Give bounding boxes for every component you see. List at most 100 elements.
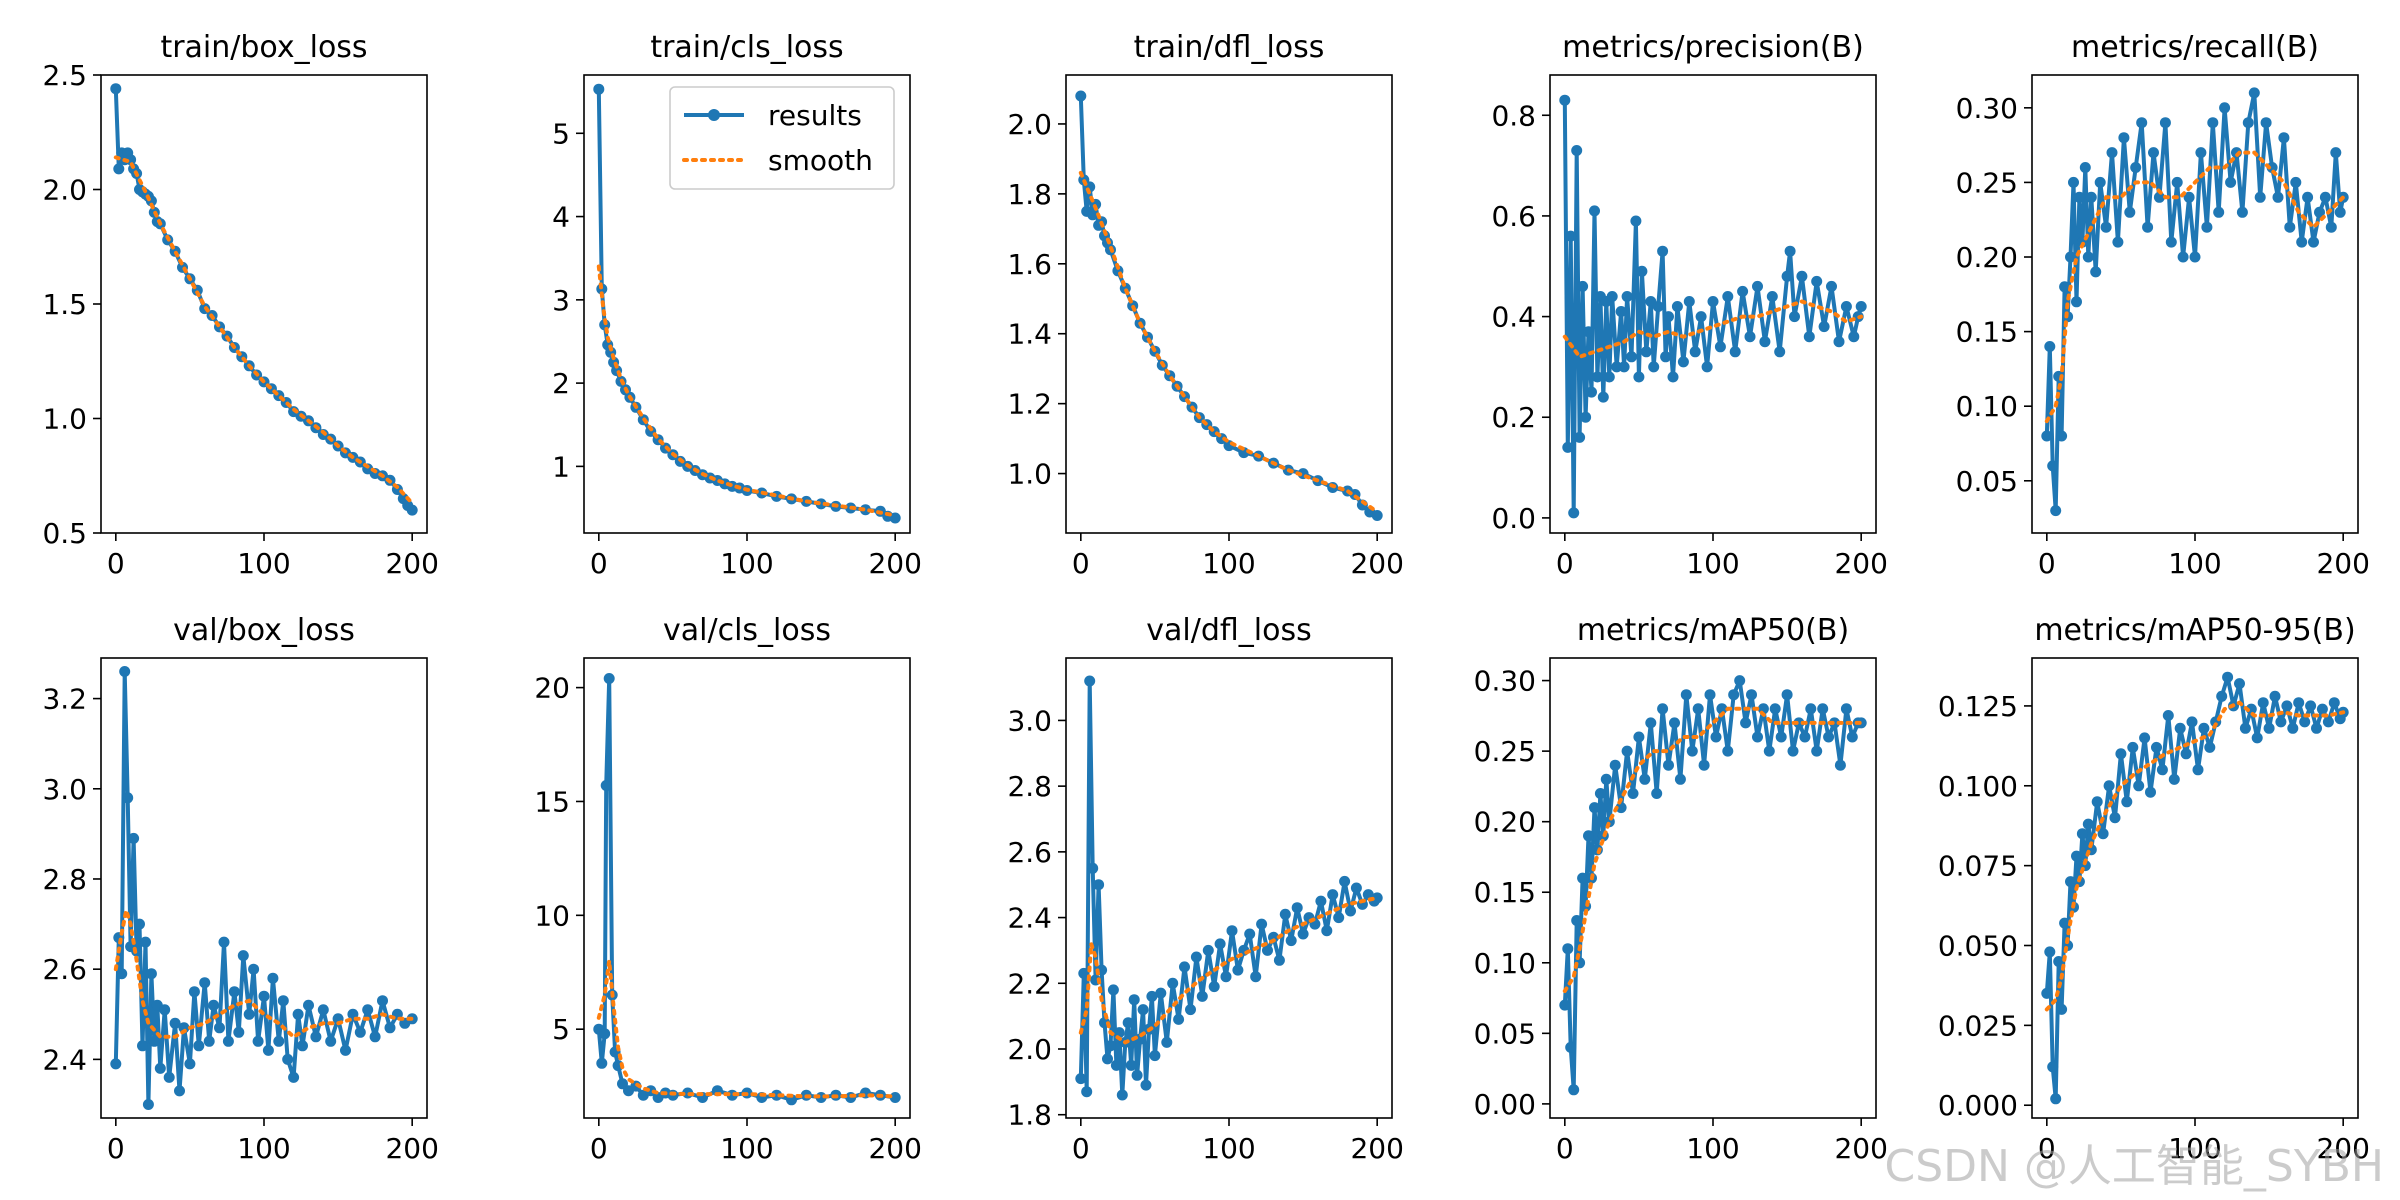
results-point <box>2071 850 2082 862</box>
y-tick-label: 3.0 <box>1007 704 1052 737</box>
results-point <box>2225 176 2237 188</box>
results-point <box>282 1053 294 1065</box>
results-point <box>1769 703 1781 715</box>
results-point <box>2151 741 2162 753</box>
y-tick-label: 0.30 <box>1474 665 1536 698</box>
results-point <box>1793 717 1805 729</box>
results-point <box>1339 875 1351 887</box>
results-point <box>1784 245 1796 257</box>
results-point <box>377 995 388 1007</box>
y-tick-label: 0.125 <box>1938 690 2018 723</box>
results-point <box>1722 745 1734 757</box>
results-point <box>110 83 122 95</box>
results-point <box>1674 773 1686 785</box>
results-point <box>1805 703 1817 715</box>
results-point <box>1840 703 1852 715</box>
results-point <box>1297 928 1309 940</box>
results-point <box>303 999 314 1011</box>
y-tick-label: 0.20 <box>1474 806 1536 839</box>
results-point <box>2115 748 2127 760</box>
results-point <box>1321 925 1333 937</box>
subplot-metrics-precision-b: metrics/precision(B) 0 100 200 0.0 0.2 0.4 0.6 0… <box>1491 30 1887 580</box>
y-tick-label: 15 <box>534 785 570 818</box>
results-point <box>248 963 260 975</box>
results-point <box>142 1099 154 1110</box>
results-point <box>889 512 901 524</box>
results-point <box>1315 895 1327 907</box>
results-point <box>2044 341 2056 352</box>
x-tick-label: 0 <box>2038 1132 2056 1165</box>
results-point <box>2278 132 2290 144</box>
plot-frame <box>1065 74 1393 534</box>
results-point <box>243 1008 255 1020</box>
results-point <box>1586 386 1597 398</box>
results-point <box>1185 1004 1196 1016</box>
y-tick-label: 0.100 <box>1938 770 2018 803</box>
results-point <box>1580 411 1592 423</box>
results-point <box>2103 780 2115 792</box>
results-point <box>1657 703 1669 715</box>
results-point <box>1589 205 1600 217</box>
plot-frame <box>100 74 428 534</box>
results-point <box>2219 102 2231 114</box>
subplot-metrics-map50-95-b: metrics/mAP50-95(B) 0 100 200 0.000 0.025 0.05… <box>1938 613 2370 1165</box>
results-point <box>1680 689 1692 701</box>
results-point <box>1081 1086 1093 1098</box>
results-point <box>340 1044 351 1056</box>
results-point <box>2251 732 2263 744</box>
results-point <box>2186 716 2198 728</box>
y-tick-label: 0.025 <box>1938 1009 2018 1042</box>
x-tick-label: 100 <box>1686 1132 1739 1165</box>
plot-area <box>1559 94 1867 519</box>
results-point <box>1571 145 1583 156</box>
x-tick-label: 0 <box>1072 547 1090 580</box>
results-line <box>113 669 414 1107</box>
plot-frame <box>583 74 911 534</box>
results-point <box>1627 788 1639 799</box>
results-point <box>2296 236 2308 248</box>
y-tick-label: 2 <box>552 367 570 400</box>
results-point <box>1131 1069 1143 1081</box>
results-point <box>1710 731 1722 743</box>
results-point <box>1774 346 1786 358</box>
results-point <box>252 1035 264 1047</box>
x-tick-label: 0 <box>590 1132 608 1165</box>
results-point <box>137 1040 148 1052</box>
results-point <box>1562 943 1574 955</box>
y-tick-label: 0.0 <box>1491 502 1536 535</box>
plot-area <box>110 666 418 1110</box>
x-tick-label: 0 <box>1072 1132 1090 1165</box>
results-point <box>2168 773 2180 785</box>
results-point <box>2050 1093 2062 1105</box>
results-point <box>1823 731 1835 743</box>
results-point <box>1698 759 1710 771</box>
smooth-line <box>113 155 415 506</box>
results-point <box>1667 371 1679 383</box>
plot-frame <box>583 657 911 1119</box>
results-point <box>1781 270 1793 282</box>
results-point <box>2275 716 2287 728</box>
results-point <box>317 1004 329 1016</box>
y-tick-label: 0.075 <box>1938 850 2018 883</box>
y-tick-label: 3.2 <box>42 683 87 716</box>
subplot-metrics-recall-b: metrics/recall(B) 0 100 200 0.05 0.10 0.15 0.20… <box>1956 30 2370 580</box>
results-point <box>184 1058 196 1070</box>
results-point <box>325 1035 337 1047</box>
results-point <box>1559 94 1571 106</box>
y-tick-label: 0.30 <box>1956 92 2018 125</box>
x-tick-label: 100 <box>1202 547 1255 580</box>
results-point <box>1752 731 1763 743</box>
results-point <box>1833 336 1845 348</box>
results-point <box>1633 731 1645 743</box>
results-point <box>237 950 249 962</box>
results-point <box>1766 291 1778 302</box>
results-point <box>2130 162 2142 173</box>
results-line <box>2044 90 2346 513</box>
subplot-val-cls-loss: val/cls_loss 0 100 200 5 10 15 20 <box>534 613 922 1165</box>
x-tick-label: 200 <box>385 1132 438 1165</box>
results-point <box>1565 1041 1577 1053</box>
results-point <box>193 1040 205 1052</box>
results-point <box>1781 689 1793 701</box>
results-point <box>2222 671 2234 683</box>
results-point <box>145 968 157 980</box>
